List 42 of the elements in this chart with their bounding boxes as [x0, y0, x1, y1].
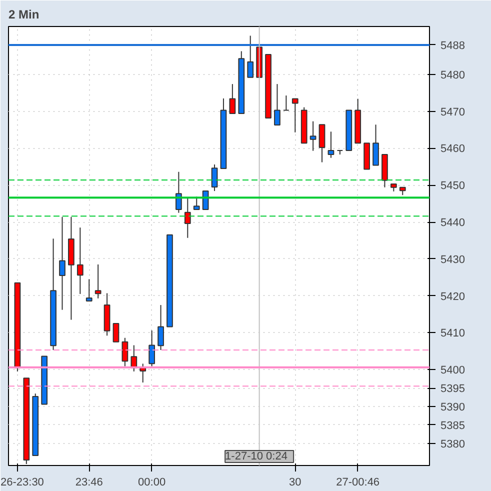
candlestick: [274, 84, 280, 126]
y-tick-label: 5450: [440, 180, 465, 192]
candlestick: [122, 337, 128, 367]
candlestick: [292, 98, 298, 133]
y-tick-label: 5430: [440, 254, 465, 266]
chart-title: 2 Min: [8, 8, 40, 22]
y-tick-label: 5380: [440, 438, 465, 450]
x-tick-label: 30: [289, 476, 302, 488]
ref-line-label: 5488: [440, 40, 465, 52]
y-tick-label: 5460: [440, 143, 465, 156]
x-tick-label: 26-23:30: [0, 476, 44, 488]
candlestick: [94, 264, 102, 299]
x-tick-label: 27-00:46: [336, 476, 380, 488]
candlestick: [86, 278, 92, 302]
candlestick: [76, 227, 84, 294]
candlestick: [112, 322, 120, 342]
y-tick-label: 5400: [440, 364, 465, 377]
candlestick: [310, 120, 316, 152]
y-tick-label: 5395: [440, 383, 465, 396]
candlestick: [247, 35, 254, 78]
candlestick: [158, 304, 164, 351]
candlestick: [148, 330, 156, 367]
y-tick-label: 5480: [440, 69, 465, 82]
candlestick: [211, 164, 218, 192]
candlestick: [59, 216, 66, 310]
candlestick: [282, 94, 290, 111]
candlestick: [318, 124, 326, 163]
candlestick: [184, 197, 191, 238]
ref-line-label: 1-27-10 0:24: [225, 450, 288, 462]
candlestick: [328, 131, 334, 158]
y-tick-label: 5385: [440, 420, 465, 432]
y-tick-label: 5390: [440, 401, 465, 414]
y-tick-label: 5410: [440, 328, 465, 340]
candlestick: [372, 124, 379, 166]
candlestick: [193, 196, 200, 210]
x-tick-label: 23:46: [75, 476, 103, 488]
y-tick-label: 5420: [440, 290, 465, 303]
y-tick-label: 5440: [440, 217, 465, 230]
candlestick: [229, 84, 236, 114]
candlestick: [176, 171, 182, 214]
x-tick-label: 00:00: [138, 476, 166, 488]
y-tick-label: 5470: [440, 106, 465, 118]
